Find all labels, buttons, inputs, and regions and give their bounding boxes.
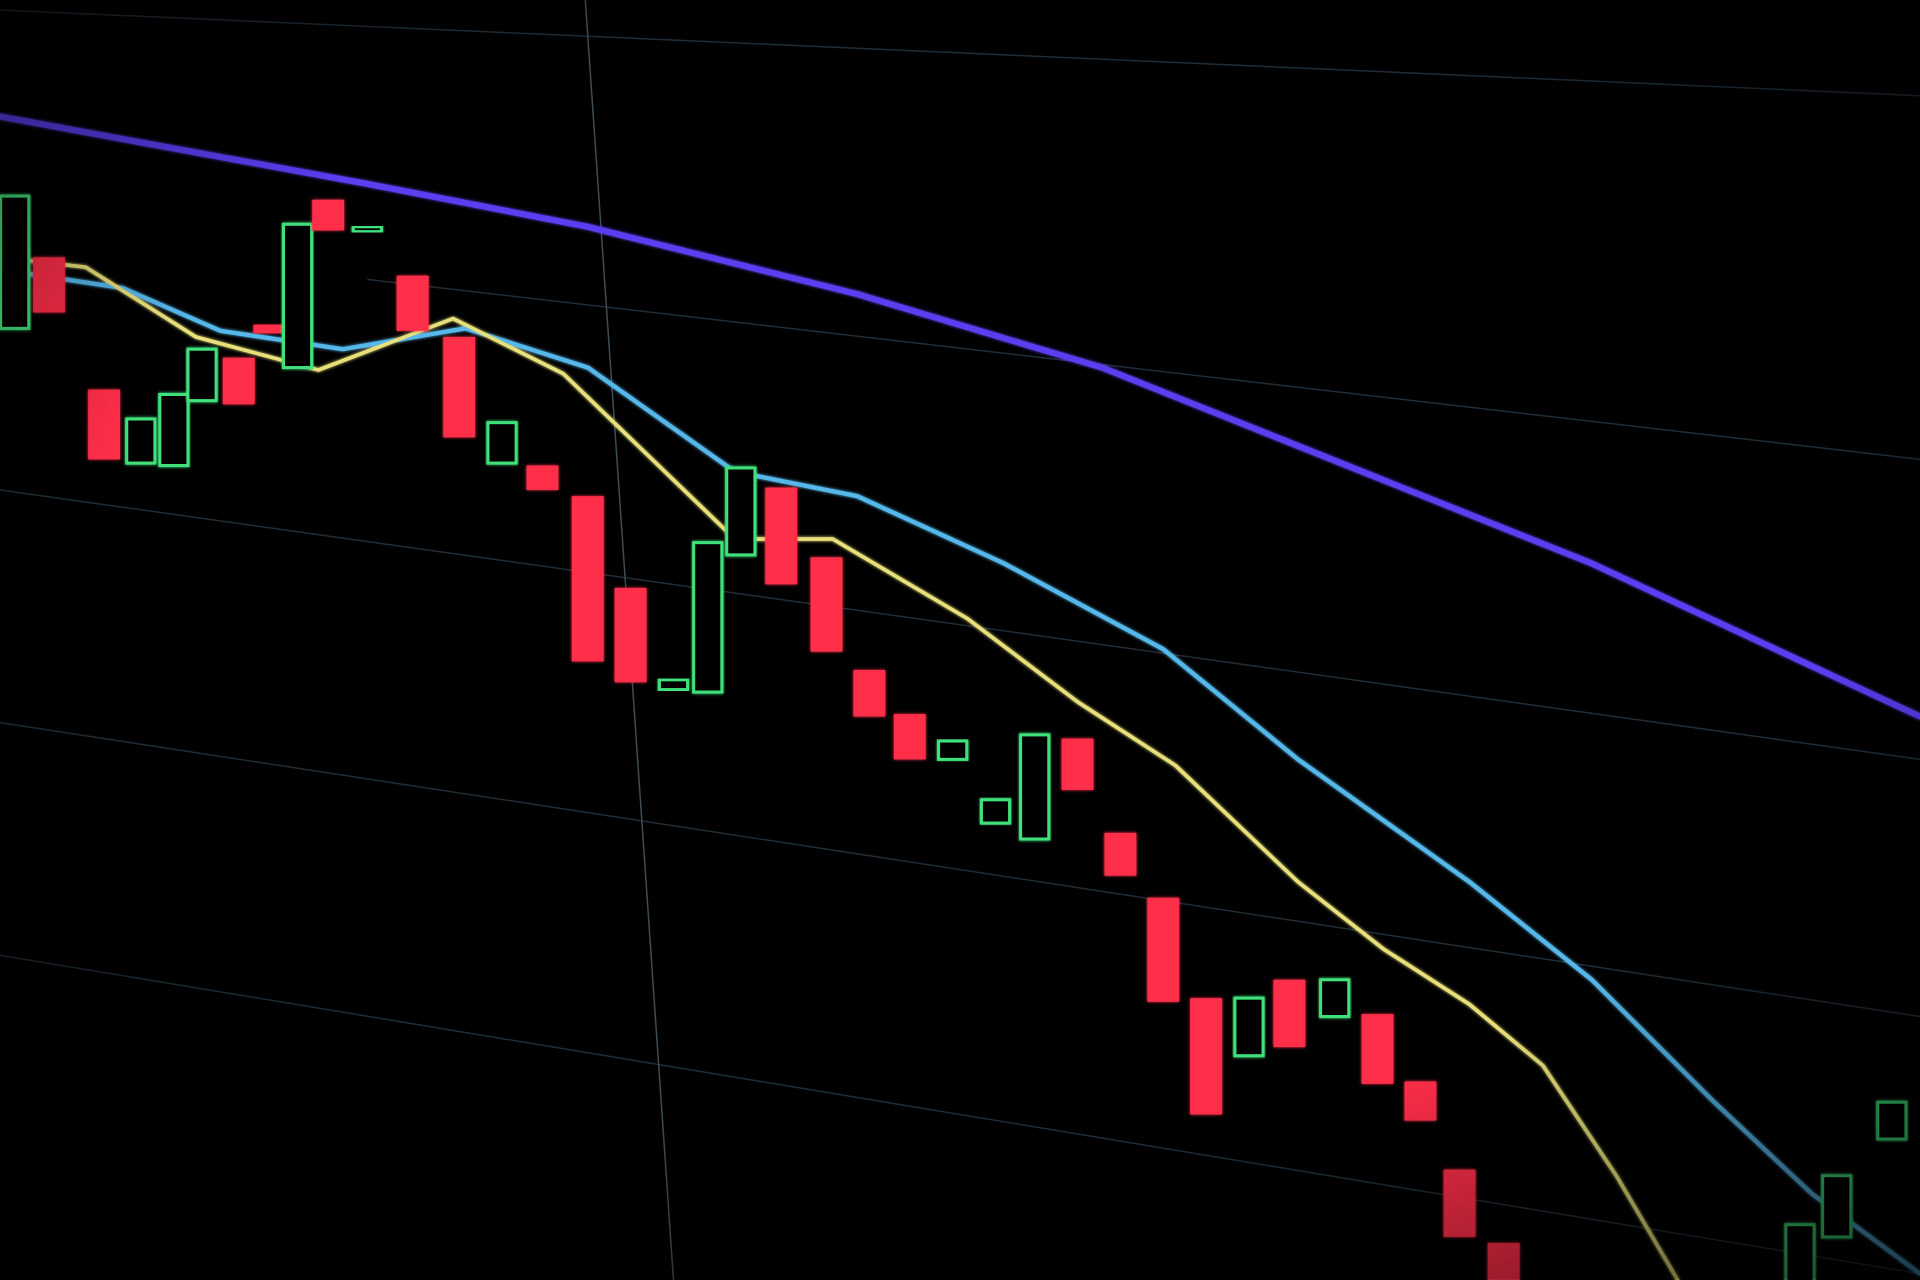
page: (() => { const data = JSON.parse(documen…	[0, 0, 1920, 1280]
chart-photo	[0, 0, 1920, 1280]
vignette	[0, 0, 1920, 1280]
